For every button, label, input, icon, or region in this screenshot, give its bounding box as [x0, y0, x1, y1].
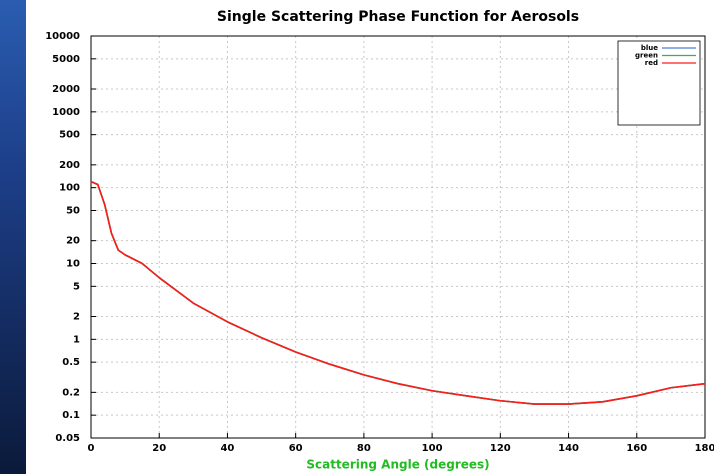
data-line: [90, 180, 706, 405]
x-tick-label: 140: [558, 443, 579, 454]
legend-label: green: [635, 52, 658, 60]
y-tick-label: 5: [73, 281, 80, 292]
y-tick-label: 20: [66, 236, 80, 247]
x-tick-label: 20: [152, 443, 166, 454]
y-tick-label: 0.5: [62, 357, 80, 368]
x-tick-label: 80: [357, 443, 371, 454]
y-tick-label: 2: [73, 312, 80, 323]
y-tick-label: 1: [73, 334, 80, 345]
y-tick-label: 5000: [52, 54, 80, 65]
x-tick-label: 40: [220, 443, 234, 454]
y-tick-label: 200: [59, 160, 80, 171]
chart-title: Single Scattering Phase Function for Aer…: [217, 9, 579, 25]
chart-panel: [26, 0, 714, 474]
legend-label: blue: [641, 44, 658, 52]
x-tick-label: 100: [422, 443, 443, 454]
x-tick-label: 120: [490, 443, 511, 454]
legend-label: red: [645, 59, 658, 67]
y-tick-label: 0.1: [62, 410, 80, 421]
x-tick-label: 160: [626, 443, 647, 454]
y-tick-label: 10000: [45, 31, 80, 42]
x-tick-label: 180: [695, 443, 714, 454]
legend-box: [617, 40, 701, 126]
y-tick-label: 1000: [52, 107, 80, 118]
plot-frame: [90, 35, 706, 439]
x-tick-label: 0: [88, 443, 95, 454]
x-axis-label: Scattering Angle (degrees): [306, 458, 489, 472]
y-tick-label: 0.05: [55, 433, 80, 444]
y-tick-label: 100: [59, 183, 80, 194]
y-tick-label: 10: [66, 259, 80, 270]
y-tick-label: 500: [59, 130, 80, 141]
y-tick-label: 50: [66, 205, 80, 216]
y-tick-label: 2000: [52, 84, 80, 95]
x-tick-label: 60: [289, 443, 303, 454]
y-tick-label: 0.2: [62, 387, 80, 398]
